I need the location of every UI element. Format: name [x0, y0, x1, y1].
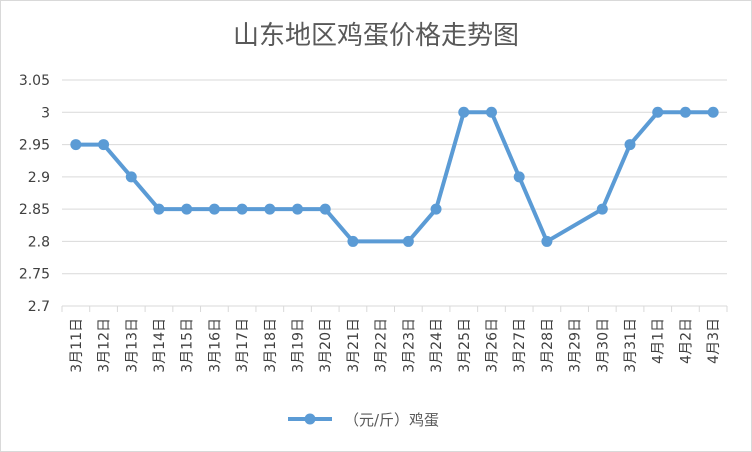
y-tick-label: 2.85 [19, 202, 50, 218]
data-point [485, 106, 497, 118]
x-tick-label: 3月22日 [374, 318, 390, 373]
data-point [707, 106, 719, 118]
x-tick-label: 3月26日 [484, 318, 500, 373]
data-point [70, 139, 82, 151]
series-layer [70, 106, 719, 247]
legend-label: （元/斤）鸡蛋 [344, 411, 439, 429]
data-point [264, 203, 276, 215]
x-tick-label: 3月16日 [207, 318, 223, 373]
y-tick-label: 3.05 [19, 73, 50, 89]
y-tick-label: 2.75 [19, 267, 50, 283]
x-tick-label: 3月23日 [401, 318, 417, 373]
y-tick-label: 2.95 [19, 138, 50, 154]
chart-title: 山东地区鸡蛋价格走势图 [233, 21, 519, 51]
y-tick-label: 2.8 [28, 234, 50, 250]
x-tick-label: 3月12日 [97, 318, 113, 373]
x-tick-label: 3月19日 [291, 318, 307, 373]
data-point [153, 203, 165, 215]
data-point [624, 139, 636, 151]
data-point [541, 235, 553, 247]
data-point [430, 203, 442, 215]
x-tick-label: 4月2日 [678, 318, 694, 364]
x-tick-label: 3月21日 [346, 318, 362, 373]
x-tick-label: 3月11日 [69, 318, 85, 373]
y-tick-label: 3 [41, 105, 50, 121]
legend-marker [304, 413, 316, 425]
x-tick-label: 3月20日 [318, 318, 334, 373]
data-point [319, 203, 331, 215]
data-point [652, 106, 664, 118]
legend: （元/斤）鸡蛋 [288, 411, 439, 429]
data-point [679, 106, 691, 118]
x-tick-label: 3月29日 [568, 318, 584, 373]
x-axis-ticks: 3月11日 3月12日 3月13日 3月14日 3月15日 3月16日 3月17日 3月18日… [61, 306, 728, 373]
x-tick-label: 3月13日 [124, 318, 140, 373]
data-point [347, 235, 359, 247]
series-line [75, 110, 714, 244]
x-tick-label: 3月17日 [235, 318, 251, 373]
x-tick-label: 3月24日 [429, 318, 445, 373]
data-point [513, 171, 525, 183]
data-point [208, 203, 220, 215]
x-tick-label: 3月25日 [457, 318, 473, 373]
data-point [98, 139, 110, 151]
data-point [292, 203, 304, 215]
y-tick-label: 2.7 [28, 299, 50, 315]
data-point [402, 235, 414, 247]
y-tick-label: 2.9 [28, 170, 50, 186]
y-axis-ticks: 2.7 2.75 2.8 2.85 2.9 2.95 3 3.05 [19, 73, 50, 315]
x-tick-label: 3月31日 [623, 318, 639, 373]
x-tick-label: 3月18日 [263, 318, 279, 373]
data-point [458, 106, 470, 118]
x-tick-label: 4月3日 [706, 318, 722, 364]
x-tick-label: 4月1日 [651, 318, 667, 364]
data-point [596, 203, 608, 215]
data-point [181, 203, 193, 215]
data-point [236, 203, 248, 215]
x-tick-label: 3月28日 [540, 318, 556, 373]
x-tick-label: 3月27日 [512, 318, 528, 373]
x-tick-label: 3月15日 [180, 318, 196, 373]
gridlines [62, 79, 727, 307]
data-point [125, 171, 137, 183]
x-tick-label: 3月14日 [152, 318, 168, 373]
x-tick-label: 3月30日 [595, 318, 611, 373]
